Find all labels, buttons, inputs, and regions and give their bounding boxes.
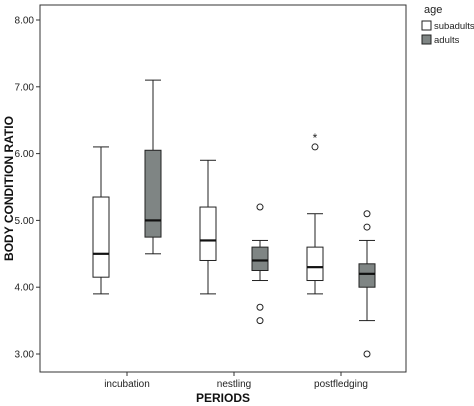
outlier-point <box>363 210 371 218</box>
y-tick-label: 7.00 <box>15 82 35 93</box>
x-tick-label: postfledging <box>314 379 368 390</box>
y-tick-label: 3.00 <box>15 350 35 361</box>
extreme-marker: * <box>313 131 318 145</box>
iqr-box <box>358 263 376 288</box>
iqr-box <box>144 149 162 238</box>
legend-title: age <box>424 4 442 16</box>
y-axis-title: BODY CONDITION RATIO <box>2 116 16 261</box>
legend-swatch-adults <box>421 34 432 45</box>
outlier-point <box>363 350 371 358</box>
x-axis-title: PERIODS <box>196 391 250 405</box>
plot-frame <box>39 4 407 373</box>
adults-box-incubation <box>144 79 162 255</box>
y-tick-label: 6.00 <box>15 149 35 160</box>
plot-area: 3.00 4.00 5.00 6.00 7.00 8.00 incubation nestli… <box>2 4 407 405</box>
subadults-box-postfledging: * <box>306 131 324 295</box>
legend-swatch-subadults <box>421 20 432 31</box>
x-tick-label: nestling <box>217 379 251 390</box>
y-tick-label: 4.00 <box>15 283 35 294</box>
outlier-point <box>363 223 371 231</box>
legend-label-subadults: subadults <box>434 21 474 32</box>
iqr-box <box>199 206 217 261</box>
legend-label-adults: adults <box>434 35 460 46</box>
subadults-box-incubation <box>92 146 110 295</box>
outlier-point <box>311 143 319 151</box>
y-tick-label: 8.00 <box>15 16 35 27</box>
y-tick-label: 5.00 <box>15 216 35 227</box>
adults-box-postfledging <box>358 210 376 358</box>
iqr-box <box>306 246 324 282</box>
outlier-point <box>256 317 264 325</box>
legend: age subadults adults <box>421 4 474 46</box>
x-tick-label: incubation <box>104 379 150 390</box>
iqr-box <box>251 246 269 271</box>
outlier-point <box>256 203 264 211</box>
iqr-box <box>92 196 110 278</box>
outlier-point <box>256 303 264 311</box>
subadults-box-nestling <box>199 159 217 295</box>
adults-box-nestling <box>251 203 269 325</box>
